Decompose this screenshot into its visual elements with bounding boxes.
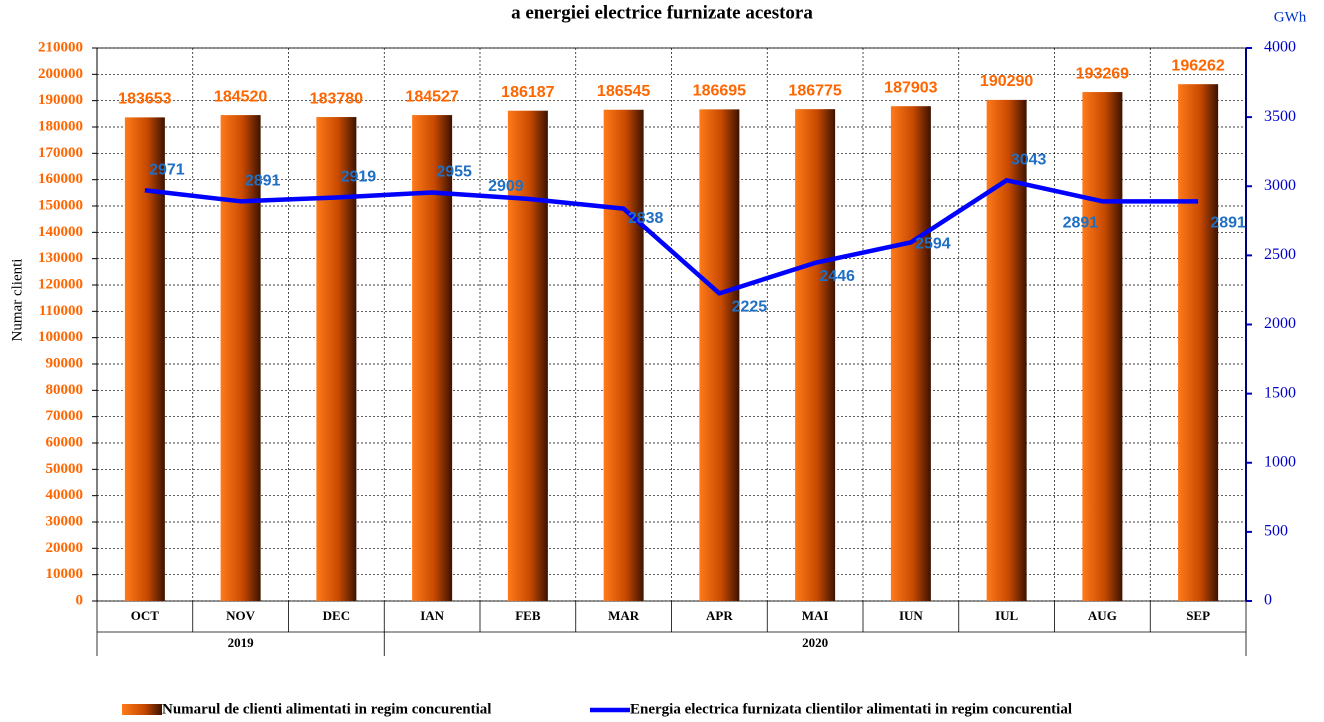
x-tick-label: IUN (899, 608, 923, 623)
line-value-label: 2225 (732, 299, 768, 316)
y-tick-label: 120000 (38, 276, 83, 292)
line-value-label: 2891 (1210, 215, 1246, 232)
y2-tick-label: 2500 (1264, 246, 1296, 263)
bar (699, 109, 740, 601)
bar-value-label: 184520 (214, 88, 267, 105)
x-tick-label: OCT (131, 608, 160, 623)
line-value-label: 2919 (341, 169, 377, 186)
y-tick-label: 130000 (38, 250, 83, 266)
bar-value-label: 186695 (693, 83, 746, 100)
y-tick-label: 60000 (46, 434, 84, 450)
y-tick-label: 210000 (38, 39, 83, 55)
y-axis-label: Numar clienti (9, 259, 25, 342)
bar-value-label: 186775 (788, 82, 841, 99)
y2-tick-label: 3000 (1264, 177, 1296, 194)
line-value-label: 2838 (628, 210, 664, 227)
legend-label: Energia electrica furnizata clientilor a… (630, 701, 1072, 717)
x-tick-label: IUL (995, 608, 1018, 623)
y-tick-label: 80000 (46, 382, 84, 398)
bar (124, 117, 165, 601)
x-tick-label: APR (706, 608, 733, 623)
y2-tick-label: 3500 (1264, 108, 1296, 125)
bar-value-label: 196262 (1171, 57, 1224, 74)
y-tick-label: 70000 (46, 408, 84, 424)
bar (507, 110, 548, 601)
x-tick-label: AUG (1088, 608, 1117, 623)
group-label: 2020 (802, 635, 828, 650)
y-tick-label: 180000 (38, 118, 83, 134)
bar-value-label: 183780 (310, 90, 363, 107)
y2-tick-label: 0 (1264, 592, 1272, 609)
line-value-label: 2594 (915, 236, 951, 253)
bar-value-label: 184527 (405, 88, 458, 105)
y-tick-label: 100000 (38, 329, 83, 345)
x-tick-label: MAI (802, 608, 829, 623)
y-tick-label: 190000 (38, 92, 83, 108)
y-tick-label: 50000 (46, 461, 84, 477)
line-value-label: 2909 (488, 178, 524, 195)
x-tick-label: SEP (1186, 608, 1210, 623)
bar (220, 115, 261, 601)
line-value-label: 2971 (149, 161, 185, 178)
line (144, 178, 1199, 296)
y-tick-label: 0 (76, 592, 84, 608)
line-value-label: 2891 (245, 173, 281, 190)
legend-label: Numarul de clienti alimentati in regim c… (162, 701, 491, 717)
bar (890, 106, 931, 601)
group-label: 2019 (228, 635, 255, 650)
x-tick-label: FEB (515, 608, 541, 623)
y-tick-label: 30000 (46, 513, 84, 529)
y2-tick-label: 1500 (1264, 384, 1296, 401)
bar (1178, 84, 1219, 601)
bar-value-label: 187903 (884, 79, 937, 96)
line-value-label: 2891 (1063, 215, 1099, 232)
y-tick-label: 40000 (46, 487, 84, 503)
y-tick-label: 160000 (38, 171, 83, 187)
bar (986, 99, 1027, 601)
bar-value-label: 183653 (118, 91, 171, 108)
bar (1082, 92, 1123, 602)
x-tick-label: DEC (323, 608, 350, 623)
y-tick-label: 140000 (38, 224, 83, 240)
x-tick-label: NOV (226, 608, 256, 623)
y2-tick-label: 2000 (1264, 315, 1296, 332)
x-tick-label: MAR (608, 608, 640, 623)
line-value-label: 2955 (436, 164, 472, 181)
y-tick-label: 90000 (46, 355, 84, 371)
bar (603, 109, 644, 601)
line-value-label: 2446 (819, 268, 855, 285)
y2-tick-label: 500 (1264, 523, 1288, 540)
y2-tick-label: 4000 (1264, 39, 1296, 56)
x-tick-label: IAN (420, 608, 444, 623)
y2-axis-label: GWh (1274, 9, 1307, 25)
bar-value-label: 186187 (501, 84, 554, 101)
y-tick-label: 10000 (46, 566, 84, 582)
bar-value-label: 190290 (980, 73, 1033, 90)
chart-title: a energiei electrice furnizate acestora (511, 2, 813, 23)
legend-swatch (122, 704, 162, 715)
y2-tick-label: 1000 (1264, 453, 1296, 470)
bar (316, 117, 357, 602)
y-tick-label: 170000 (38, 145, 83, 161)
y-tick-label: 110000 (39, 303, 83, 319)
y-tick-label: 20000 (46, 540, 84, 556)
line-value-label: 3043 (1011, 152, 1047, 169)
bar (795, 109, 836, 601)
y-tick-label: 200000 (38, 66, 83, 82)
bar-value-label: 186545 (597, 83, 650, 100)
y-tick-label: 150000 (38, 197, 83, 213)
bar (412, 115, 453, 601)
bar-value-label: 193269 (1076, 65, 1129, 82)
